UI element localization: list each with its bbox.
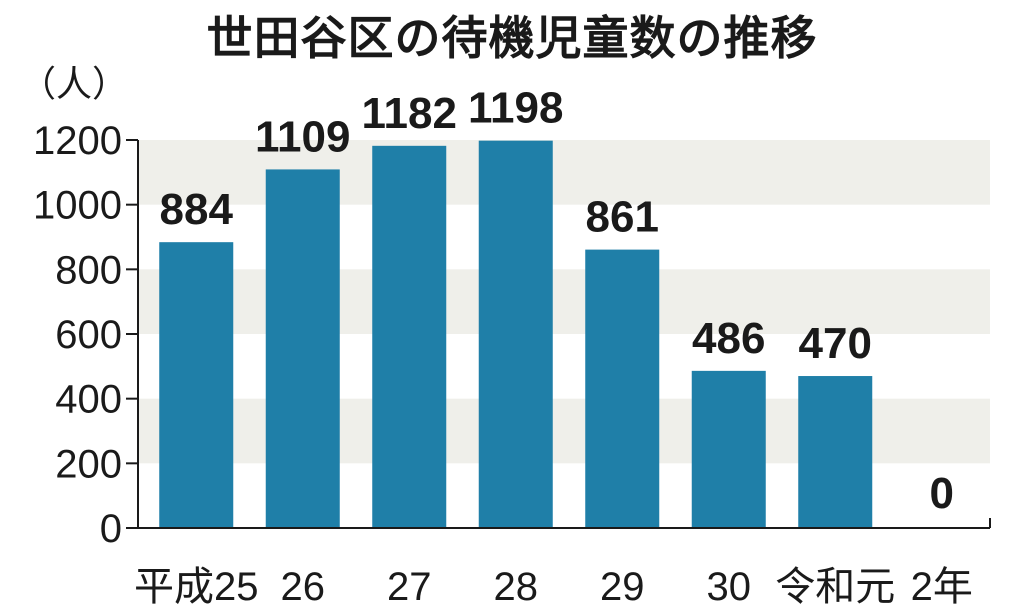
y-tick-label: 200 bbox=[55, 442, 122, 486]
value-labels: 884 1109 1182 1198 861 486 470 0 bbox=[160, 84, 954, 518]
y-tick-label: 1000 bbox=[33, 184, 122, 228]
x-tick-label: 29 bbox=[600, 565, 645, 609]
x-tick-label: 26 bbox=[281, 565, 326, 609]
x-tick-label: 28 bbox=[494, 565, 539, 609]
y-tick-label: 600 bbox=[55, 313, 122, 357]
y-tick-label: 800 bbox=[55, 248, 122, 292]
value-label: 0 bbox=[930, 469, 954, 518]
value-label: 884 bbox=[160, 185, 234, 234]
y-tick-label: 0 bbox=[100, 507, 122, 551]
bar bbox=[478, 140, 553, 528]
x-tick-label: 令和元 bbox=[775, 565, 895, 609]
value-label: 1198 bbox=[468, 84, 563, 133]
x-ticks: 平成25 26 27 28 29 30 令和元 2年 bbox=[134, 565, 973, 609]
bar bbox=[265, 169, 340, 528]
bar bbox=[691, 370, 766, 528]
bars bbox=[159, 140, 873, 529]
y-ticks: 0 200 400 600 800 1000 1200 bbox=[33, 119, 138, 551]
y-tick-label: 1200 bbox=[33, 119, 122, 163]
y-tick-label: 400 bbox=[55, 378, 122, 422]
bar bbox=[798, 376, 873, 528]
x-tick-label: 27 bbox=[387, 565, 432, 609]
value-label: 470 bbox=[799, 319, 872, 368]
value-label: 486 bbox=[692, 314, 765, 363]
value-label: 1109 bbox=[255, 112, 350, 161]
bar bbox=[585, 249, 660, 529]
value-label: 1182 bbox=[362, 89, 457, 138]
x-tick-label: 2年 bbox=[911, 565, 973, 609]
chart-title: 世田谷区の待機児童数の推移 bbox=[206, 11, 818, 65]
x-tick-label: 30 bbox=[707, 565, 752, 609]
value-label: 861 bbox=[586, 193, 659, 242]
bar bbox=[159, 242, 234, 528]
x-tick-label: 平成25 bbox=[134, 565, 259, 609]
bar bbox=[372, 145, 447, 528]
y-axis-unit: （人） bbox=[20, 64, 128, 105]
